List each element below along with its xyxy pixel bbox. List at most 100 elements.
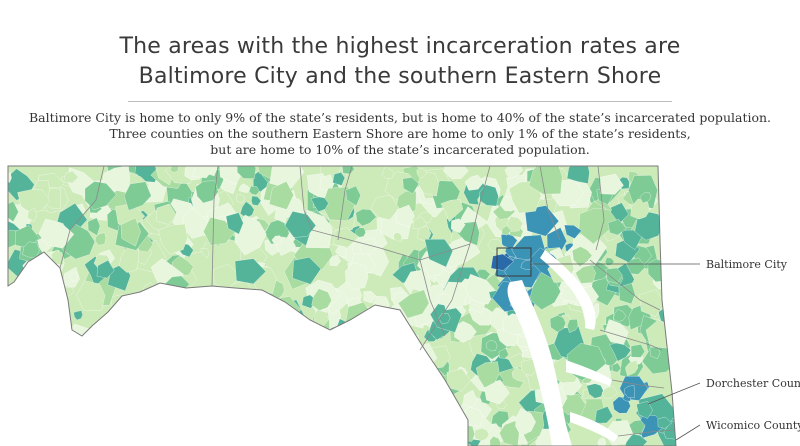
census-tract bbox=[296, 432, 327, 446]
census-tract bbox=[265, 435, 287, 446]
census-tract bbox=[8, 384, 14, 393]
census-tract bbox=[9, 311, 55, 344]
census-tract bbox=[316, 368, 331, 383]
census-tract bbox=[8, 171, 12, 183]
leader-lines bbox=[531, 263, 701, 441]
census-tract bbox=[395, 374, 412, 392]
county-line-garrett-allegany bbox=[59, 165, 105, 269]
census-tract bbox=[636, 401, 653, 419]
census-tract bbox=[268, 365, 285, 381]
census-tract bbox=[54, 394, 64, 403]
census-tract bbox=[310, 196, 329, 212]
census-tract bbox=[8, 410, 37, 445]
census-tract bbox=[51, 334, 73, 356]
census-tract bbox=[323, 379, 344, 401]
census-tract bbox=[375, 367, 388, 383]
census-tract bbox=[41, 407, 77, 442]
census-tract bbox=[243, 326, 267, 348]
census-tract bbox=[8, 339, 36, 366]
census-tract bbox=[96, 260, 115, 279]
county-line-harford bbox=[539, 165, 561, 241]
census-tract bbox=[260, 384, 277, 398]
census-tract bbox=[564, 224, 582, 239]
census-tract bbox=[187, 380, 224, 406]
census-tract bbox=[130, 297, 154, 317]
census-tract bbox=[468, 306, 496, 326]
census-tract bbox=[278, 387, 296, 409]
census-tract bbox=[173, 351, 199, 375]
census-tract bbox=[60, 339, 74, 352]
census-tract bbox=[321, 335, 347, 362]
census-tract bbox=[238, 183, 250, 193]
census-tract bbox=[106, 372, 117, 381]
census-tract bbox=[129, 372, 143, 385]
subtitle-line-3: but are home to 10% of the state’s incar… bbox=[210, 142, 590, 157]
census-tract bbox=[195, 180, 219, 204]
census-tract bbox=[137, 296, 173, 332]
census-tract bbox=[357, 368, 374, 383]
census-tract bbox=[572, 246, 593, 267]
census-tract bbox=[47, 394, 77, 422]
census-tract bbox=[264, 396, 286, 421]
census-tract bbox=[366, 407, 377, 420]
census-tract bbox=[369, 344, 396, 378]
title-line-1: The areas with the highest incarceration… bbox=[119, 34, 681, 59]
census-tract bbox=[267, 371, 297, 404]
census-tract bbox=[34, 278, 47, 293]
census-tract bbox=[24, 351, 57, 381]
census-tract bbox=[332, 172, 346, 186]
census-tract bbox=[156, 203, 177, 225]
census-tract bbox=[487, 239, 504, 254]
census-tract bbox=[120, 305, 130, 314]
census-tract bbox=[331, 396, 361, 424]
census-tract bbox=[338, 440, 351, 446]
census-tract bbox=[219, 426, 247, 446]
census-tract bbox=[177, 397, 188, 408]
census-tract bbox=[375, 367, 411, 391]
census-tract bbox=[180, 423, 199, 442]
census-tract bbox=[10, 382, 36, 413]
census-tract bbox=[133, 401, 163, 435]
census-tract bbox=[141, 352, 169, 378]
census-tract bbox=[578, 207, 619, 245]
census-tract bbox=[124, 415, 157, 446]
baltimore-city-highlight bbox=[496, 247, 532, 277]
census-tract bbox=[128, 409, 161, 444]
census-tract bbox=[463, 389, 477, 409]
census-tract bbox=[365, 345, 399, 373]
census-tract bbox=[280, 402, 297, 420]
census-tract bbox=[179, 358, 217, 389]
census-tract bbox=[42, 375, 76, 408]
census-tract bbox=[114, 439, 131, 446]
census-tract bbox=[662, 201, 676, 219]
census-tract bbox=[662, 271, 676, 296]
census-tract bbox=[329, 392, 346, 415]
census-tract bbox=[38, 218, 75, 249]
census-tract bbox=[241, 358, 275, 390]
census-tract bbox=[567, 319, 579, 333]
census-tract bbox=[451, 218, 466, 234]
census-tract bbox=[191, 300, 215, 324]
census-tract bbox=[251, 195, 262, 206]
census-tract bbox=[281, 337, 293, 349]
census-tract bbox=[339, 368, 354, 390]
census-tract bbox=[8, 393, 26, 429]
census-tract bbox=[8, 374, 23, 396]
census-tract bbox=[29, 323, 60, 352]
census-tract bbox=[212, 387, 232, 410]
census-tract bbox=[166, 289, 190, 311]
census-tract bbox=[192, 326, 232, 358]
census-tract bbox=[120, 217, 141, 247]
census-tract bbox=[234, 258, 267, 285]
census-tract bbox=[366, 404, 385, 422]
census-tract bbox=[268, 359, 291, 386]
census-tract bbox=[306, 360, 319, 376]
census-tract bbox=[377, 312, 397, 333]
census-tract bbox=[381, 386, 400, 404]
census-tract bbox=[403, 355, 419, 369]
census-tract bbox=[115, 435, 129, 446]
census-tract bbox=[396, 204, 415, 228]
title-divider bbox=[128, 101, 672, 102]
census-tract bbox=[438, 293, 454, 306]
